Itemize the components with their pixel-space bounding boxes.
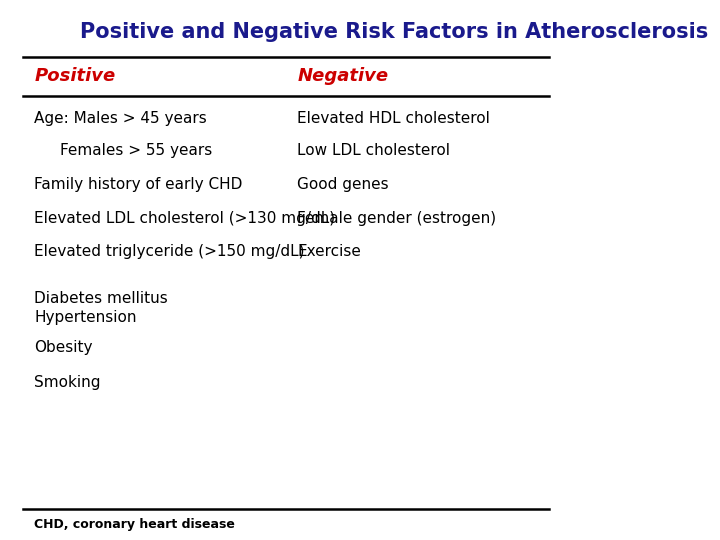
Text: Elevated HDL cholesterol: Elevated HDL cholesterol: [297, 111, 490, 126]
Text: Obesity: Obesity: [35, 340, 93, 355]
Text: Exercise: Exercise: [297, 244, 361, 259]
Text: Female gender (estrogen): Female gender (estrogen): [297, 211, 496, 226]
Text: CHD, coronary heart disease: CHD, coronary heart disease: [35, 518, 235, 531]
Text: Diabetes mellitus
Hypertension: Diabetes mellitus Hypertension: [35, 291, 168, 325]
Text: Positive: Positive: [35, 66, 115, 85]
Text: Family history of early CHD: Family history of early CHD: [35, 177, 243, 192]
Text: Age: Males > 45 years: Age: Males > 45 years: [35, 111, 207, 126]
Text: Positive and Negative Risk Factors in Atherosclerosis: Positive and Negative Risk Factors in At…: [80, 22, 708, 42]
Text: Low LDL cholesterol: Low LDL cholesterol: [297, 143, 450, 158]
Text: Good genes: Good genes: [297, 177, 389, 192]
Text: Elevated LDL cholesterol (>130 mg/dL): Elevated LDL cholesterol (>130 mg/dL): [35, 211, 336, 226]
Text: Females > 55 years: Females > 55 years: [60, 143, 212, 158]
Text: Smoking: Smoking: [35, 375, 101, 390]
Text: Negative: Negative: [297, 66, 388, 85]
Text: Elevated triglyceride (>150 mg/dL): Elevated triglyceride (>150 mg/dL): [35, 244, 305, 259]
